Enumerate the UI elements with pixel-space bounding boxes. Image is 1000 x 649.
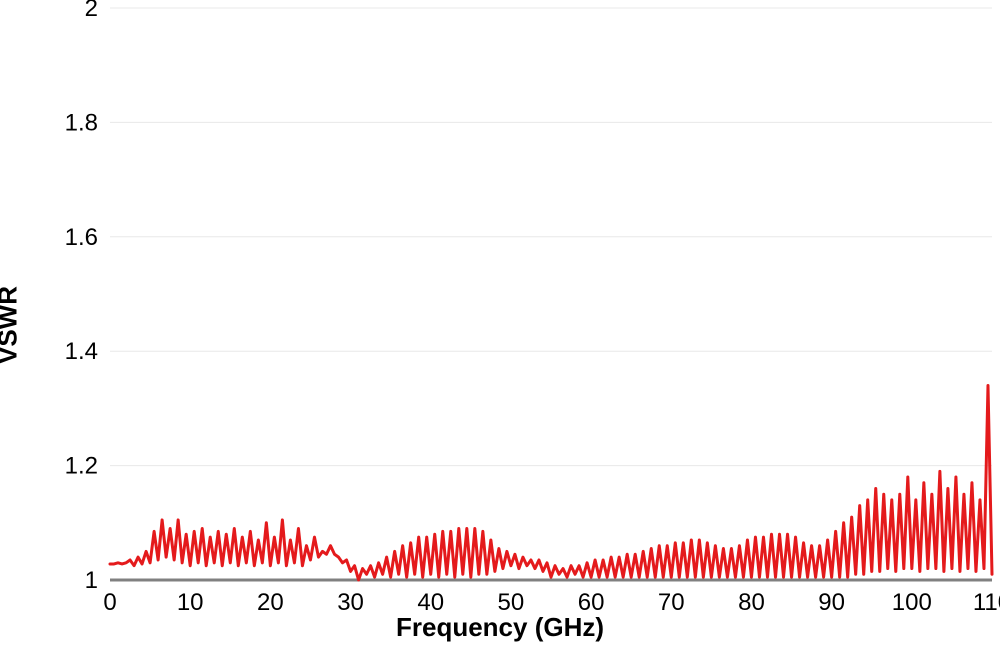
y-tick-label: 1.2: [65, 453, 98, 480]
chart-canvas: 11.21.41.61.820102030405060708090100110: [0, 0, 1000, 649]
x-axis-label: Frequency (GHz): [0, 612, 1000, 643]
y-axis-label: VSWR: [0, 286, 24, 364]
vswr-chart: 11.21.41.61.820102030405060708090100110 …: [0, 0, 1000, 649]
y-tick-label: 1.4: [65, 338, 98, 365]
y-tick-label: 1: [85, 567, 98, 594]
y-tick-label: 1.8: [65, 109, 98, 136]
y-tick-label: 2: [85, 0, 98, 22]
y-tick-label: 1.6: [65, 224, 98, 251]
